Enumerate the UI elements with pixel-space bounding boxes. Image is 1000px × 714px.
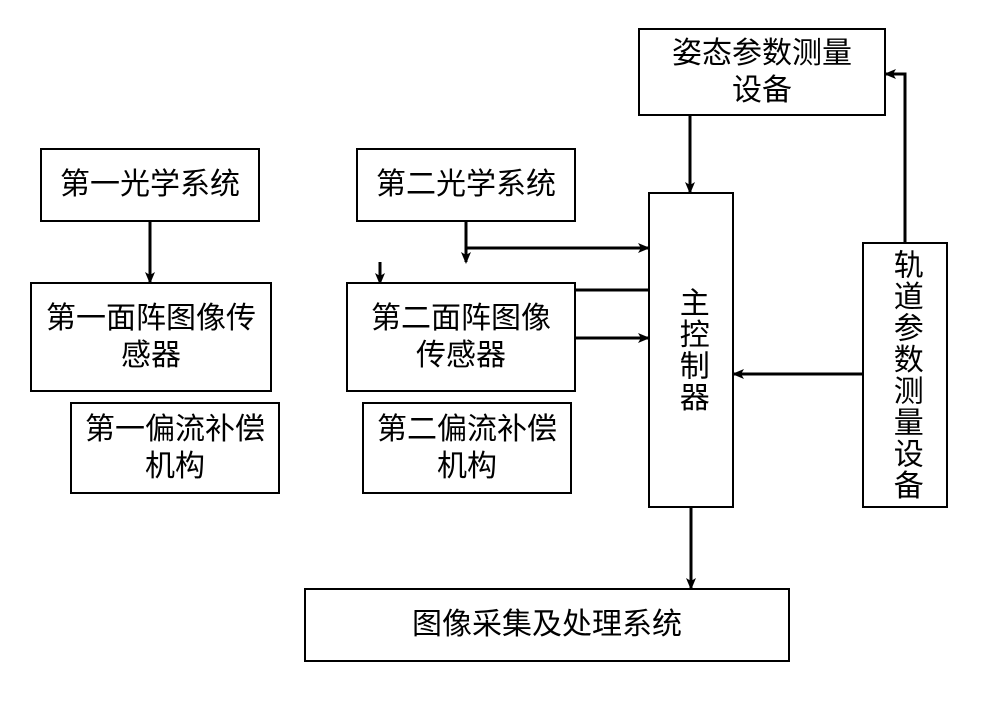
node-attitude: 姿态参数测量设备: [638, 28, 886, 116]
node-optical1: 第一光学系统: [40, 148, 260, 222]
node-sensor1-label: 第一面阵图像传感器: [46, 300, 256, 375]
node-optical1-label: 第一光学系统: [60, 166, 240, 204]
node-imgproc-label: 图像采集及处理系统: [412, 606, 682, 644]
node-sensor1: 第一面阵图像传感器: [30, 282, 272, 392]
node-comp1-label: 第一偏流补偿机构: [85, 411, 265, 486]
diagram-stage: 姿态参数测量设备第一光学系统 第二光学系统第一面阵图像传感器 第二面阵图像传感器第一…: [0, 0, 1000, 714]
node-comp2-label: 第二偏流补偿机构: [377, 411, 557, 486]
node-orbit-label: 轨道参数测量设备: [886, 249, 924, 501]
node-sensor2-label: 第二面阵图像传感器: [371, 300, 551, 375]
node-controller: 主控制器: [648, 192, 734, 508]
edge-orbit-to-attitude: [886, 74, 905, 242]
node-optical2: 第二光学系统: [356, 148, 576, 222]
node-sensor2: 第二面阵图像传感器: [346, 282, 576, 392]
node-imgproc: 图像采集及处理系统: [304, 588, 790, 662]
node-optical2-label: 第二光学系统: [376, 166, 556, 204]
node-controller-label: 主控制器: [672, 287, 710, 413]
node-comp1: 第一偏流补偿机构: [70, 402, 280, 494]
node-attitude-label: 姿态参数测量设备: [672, 35, 852, 110]
node-orbit: 轨道参数测量设备: [862, 242, 948, 508]
edge-optical2-to-controller: [466, 222, 648, 248]
node-comp2: 第二偏流补偿机构: [362, 402, 572, 494]
